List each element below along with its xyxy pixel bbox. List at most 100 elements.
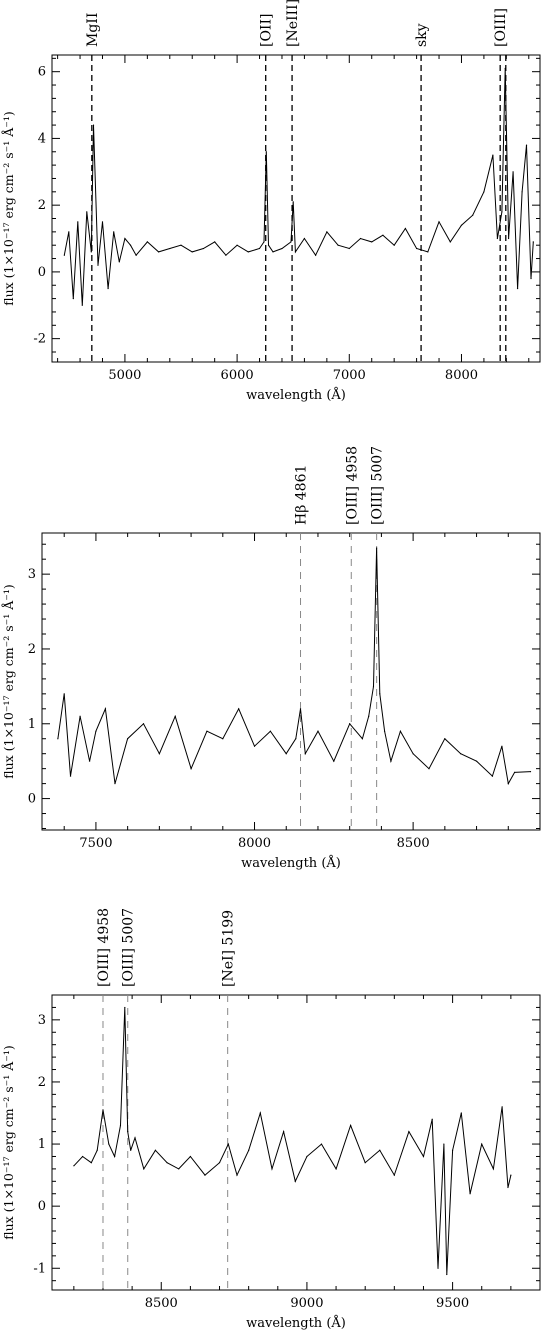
spectrum-point — [359, 237, 362, 240]
spectrum-point — [124, 237, 126, 240]
spectrum-point — [530, 277, 532, 280]
y-tick-label: 3 — [38, 1013, 46, 1028]
spectrum-point — [202, 247, 205, 250]
spectrum-point — [303, 237, 306, 240]
spectrum-point — [95, 730, 97, 732]
spectrum-point — [119, 1124, 122, 1127]
spectrum-point — [92, 124, 95, 126]
annotation-label: Hβ 4861 — [294, 465, 310, 525]
spectrum-point — [57, 738, 59, 740]
spectrum-point — [428, 768, 430, 770]
spectrum-point — [460, 224, 463, 226]
spectrum-point — [69, 775, 72, 777]
spectrum-point — [292, 201, 294, 203]
x-axis-label: wavelength (Å) — [246, 387, 346, 403]
spectrum-point — [382, 234, 384, 236]
spectrum-point — [306, 1155, 308, 1158]
y-tick-label: 6 — [38, 65, 46, 80]
spectrum-point — [437, 1267, 439, 1269]
x-tick-label: 7500 — [79, 836, 112, 851]
spectrum-point — [190, 768, 192, 770]
spectrum-point — [108, 1143, 110, 1145]
spectrum-point — [317, 730, 319, 732]
spectrum-point — [127, 738, 129, 740]
spectrum-point — [320, 1143, 323, 1145]
spectrum-point — [427, 251, 429, 253]
plot-frame — [51, 994, 541, 1291]
spectrum-point — [525, 144, 528, 146]
spectrum-point — [304, 753, 306, 755]
spectrum-point — [73, 1165, 75, 1167]
y-tick-label: 0 — [38, 265, 46, 280]
spectrum-point — [238, 708, 240, 710]
spectrum-point — [79, 715, 81, 717]
spectrum-point — [501, 745, 503, 747]
chart-panel-1: 5000 6000 7000 8000 -2 0 2 4 6 wavelength (Å) flux… — [1, 0, 541, 403]
spectrum-point — [77, 221, 79, 223]
spectrum-point — [102, 1109, 104, 1111]
spectrum-point — [129, 244, 132, 246]
spectrum-point — [299, 708, 302, 710]
spectrum-point — [267, 244, 270, 246]
spectrum-point — [259, 1112, 261, 1114]
spectrum-point — [104, 708, 107, 710]
spectrum-point — [218, 1162, 221, 1164]
spectrum-point — [379, 1149, 381, 1151]
annotation-label: [OIII] 5007 — [370, 446, 386, 525]
spectrum-point — [158, 753, 160, 755]
spectrum-point — [191, 251, 193, 253]
spectrum-point — [475, 760, 478, 762]
x-tick-label: 8500 — [145, 1296, 178, 1311]
spectrum-point — [415, 247, 418, 250]
spectrum-point — [157, 251, 160, 253]
spectrum-series-line — [57, 547, 531, 786]
x-axis-label: wavelength (Å) — [246, 1315, 346, 1331]
y-tick-label: 4 — [38, 131, 46, 146]
spectrum-point — [492, 1168, 494, 1170]
annotation-label: [OIII] — [493, 8, 509, 47]
spectrum-point — [81, 1155, 84, 1158]
spectrum-point — [376, 547, 378, 549]
spectrum-point — [507, 237, 510, 240]
spectrum-point — [214, 241, 216, 243]
spectrum-point — [81, 304, 83, 306]
spectrum-point — [206, 730, 208, 732]
spectrum-point — [114, 1155, 116, 1158]
spectrum-point — [127, 1131, 129, 1133]
y-tick-label: -2 — [33, 332, 46, 347]
chart-panel-3: 8500 9000 9500 -1 0 1 2 3 wavelength (Å) flux (1×… — [1, 908, 541, 1331]
spectrum-point — [169, 247, 171, 250]
spectrum-point — [134, 1137, 136, 1139]
spectrum-point — [130, 1149, 132, 1151]
spectrum-point — [390, 760, 392, 762]
spectrum-point — [507, 1186, 509, 1189]
annotation-label: sky — [414, 23, 430, 47]
spectrum-point — [227, 1143, 229, 1145]
spectrum-point — [146, 241, 148, 243]
spectrum-point — [451, 1149, 454, 1151]
spectrum-point — [295, 738, 297, 740]
spectrum-point — [263, 241, 265, 243]
spectrum-point — [97, 264, 99, 266]
spectrum-point — [514, 771, 516, 773]
y-tick-label: 1 — [28, 717, 36, 732]
spectrum-point — [326, 231, 328, 233]
y-tick-label: 0 — [38, 1199, 46, 1214]
spectrum-point — [444, 738, 446, 740]
spectrum-point — [408, 1131, 410, 1133]
spectrum-point — [113, 231, 115, 233]
x-tick-label: 8500 — [397, 836, 430, 851]
spectrum-point — [225, 254, 227, 256]
spectrum-point — [372, 685, 375, 687]
spectrum-point — [143, 1168, 145, 1170]
spectrum-point — [285, 753, 287, 755]
spectrum-point — [399, 730, 402, 732]
spectrum-point — [348, 247, 350, 250]
spectrum-point — [118, 261, 120, 263]
spectrum-point — [510, 1174, 512, 1176]
spectrum-point — [247, 251, 249, 253]
spectrum-point — [496, 237, 498, 240]
spectrum-point — [438, 221, 440, 223]
annotation-label: [OIII] 5007 — [121, 908, 137, 987]
spectrum-point — [335, 1168, 337, 1170]
